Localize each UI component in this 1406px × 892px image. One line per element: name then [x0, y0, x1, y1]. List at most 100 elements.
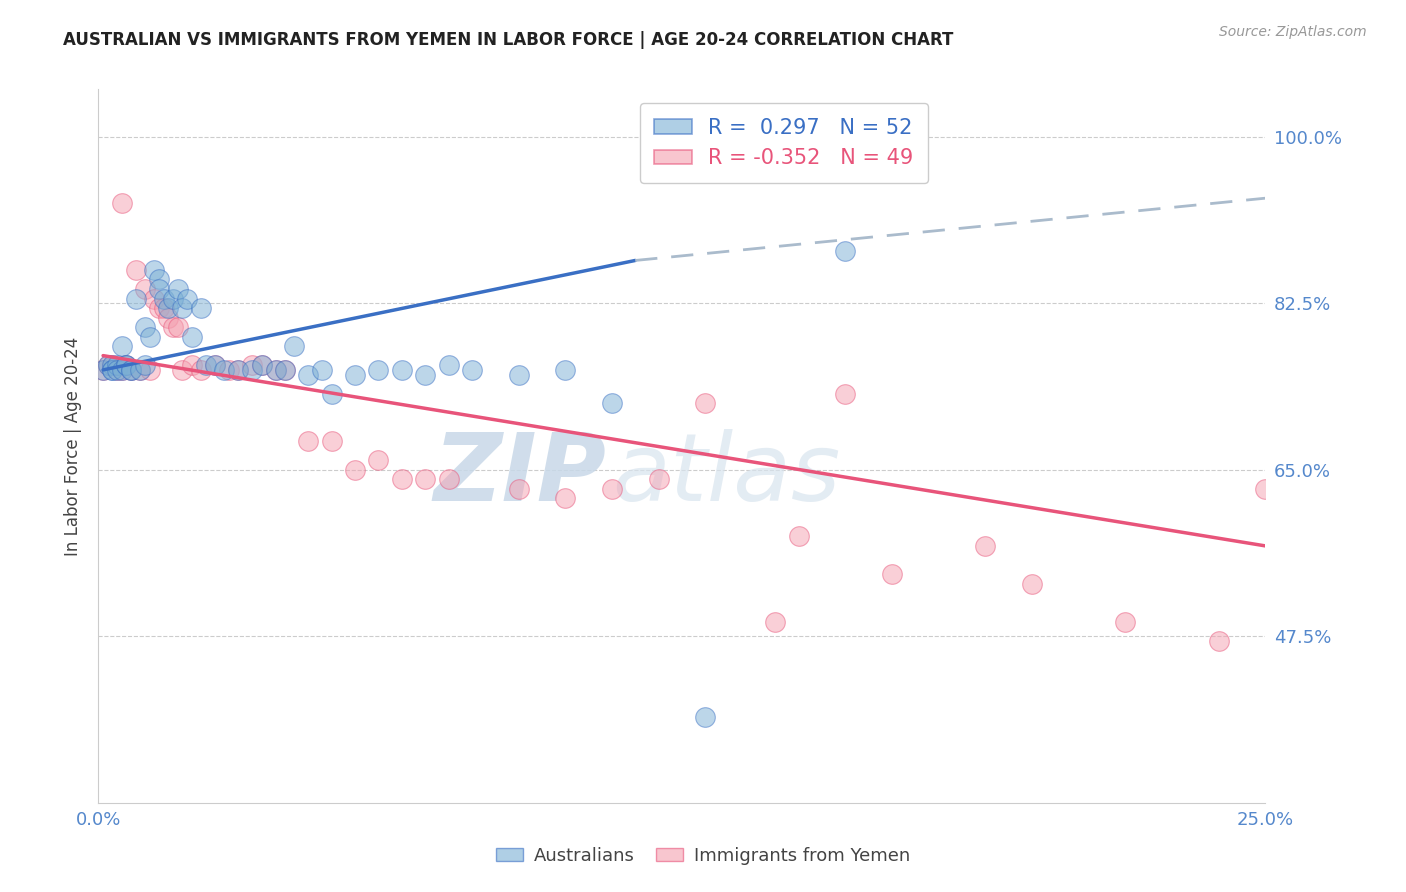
Point	[834, 386, 856, 401]
Point	[125, 292, 148, 306]
Point	[120, 363, 142, 377]
Point	[157, 310, 180, 325]
Point	[321, 434, 343, 449]
Point	[157, 301, 180, 315]
Point	[180, 358, 202, 372]
Point	[134, 320, 156, 334]
Point	[554, 491, 576, 506]
Point	[274, 363, 297, 377]
Point	[143, 292, 166, 306]
Point	[115, 358, 138, 372]
Point	[834, 244, 856, 258]
Legend: R =  0.297   N = 52, R = -0.352   N = 49: R = 0.297 N = 52, R = -0.352 N = 49	[640, 103, 928, 183]
Point	[194, 358, 217, 372]
Point	[180, 329, 202, 343]
Point	[111, 339, 134, 353]
Point	[274, 363, 297, 377]
Legend: Australians, Immigrants from Yemen: Australians, Immigrants from Yemen	[488, 840, 918, 872]
Point	[162, 292, 184, 306]
Point	[101, 358, 124, 372]
Point	[91, 363, 114, 377]
Point	[391, 363, 413, 377]
Point	[242, 363, 264, 377]
Point	[880, 567, 903, 582]
Point	[172, 301, 194, 315]
Point	[134, 282, 156, 296]
Point	[152, 292, 174, 306]
Point	[204, 358, 226, 372]
Point	[250, 358, 273, 372]
Point	[214, 363, 236, 377]
Point	[508, 482, 530, 496]
Point	[1021, 577, 1043, 591]
Point	[600, 482, 623, 496]
Point	[695, 396, 717, 410]
Point	[297, 434, 319, 449]
Point	[148, 301, 170, 315]
Point	[166, 282, 188, 296]
Point	[367, 453, 389, 467]
Point	[105, 363, 128, 377]
Point	[218, 363, 240, 377]
Point	[554, 363, 576, 377]
Point	[148, 272, 170, 286]
Point	[115, 358, 138, 372]
Point	[129, 363, 152, 377]
Point	[105, 363, 128, 377]
Point	[139, 329, 162, 343]
Y-axis label: In Labor Force | Age 20-24: In Labor Force | Age 20-24	[65, 336, 83, 556]
Point	[111, 196, 134, 211]
Point	[344, 463, 367, 477]
Point	[111, 363, 134, 377]
Point	[1114, 615, 1136, 629]
Point	[115, 358, 138, 372]
Point	[97, 358, 120, 372]
Text: AUSTRALIAN VS IMMIGRANTS FROM YEMEN IN LABOR FORCE | AGE 20-24 CORRELATION CHART: AUSTRALIAN VS IMMIGRANTS FROM YEMEN IN L…	[63, 31, 953, 49]
Point	[162, 320, 184, 334]
Point	[190, 301, 212, 315]
Point	[1208, 634, 1230, 648]
Point	[228, 363, 250, 377]
Point	[97, 358, 120, 372]
Text: ZIP: ZIP	[433, 428, 606, 521]
Point	[297, 368, 319, 382]
Point	[508, 368, 530, 382]
Point	[695, 710, 717, 724]
Point	[437, 472, 460, 486]
Point	[600, 396, 623, 410]
Point	[120, 363, 142, 377]
Point	[321, 386, 343, 401]
Point	[391, 472, 413, 486]
Point	[242, 358, 264, 372]
Point	[152, 301, 174, 315]
Point	[250, 358, 273, 372]
Point	[204, 358, 226, 372]
Point	[787, 529, 810, 543]
Point	[1254, 482, 1277, 496]
Point	[974, 539, 997, 553]
Point	[176, 292, 198, 306]
Point	[139, 363, 162, 377]
Point	[166, 320, 188, 334]
Point	[101, 358, 124, 372]
Point	[264, 363, 287, 377]
Point	[148, 282, 170, 296]
Point	[264, 363, 287, 377]
Point	[763, 615, 786, 629]
Point	[647, 472, 669, 486]
Point	[101, 363, 124, 377]
Point	[111, 363, 134, 377]
Point	[105, 358, 128, 372]
Point	[120, 363, 142, 377]
Point	[143, 263, 166, 277]
Point	[228, 363, 250, 377]
Point	[311, 363, 333, 377]
Point	[437, 358, 460, 372]
Point	[283, 339, 305, 353]
Point	[461, 363, 484, 377]
Text: atlas: atlas	[612, 429, 841, 520]
Point	[172, 363, 194, 377]
Point	[413, 368, 436, 382]
Point	[344, 368, 367, 382]
Point	[91, 363, 114, 377]
